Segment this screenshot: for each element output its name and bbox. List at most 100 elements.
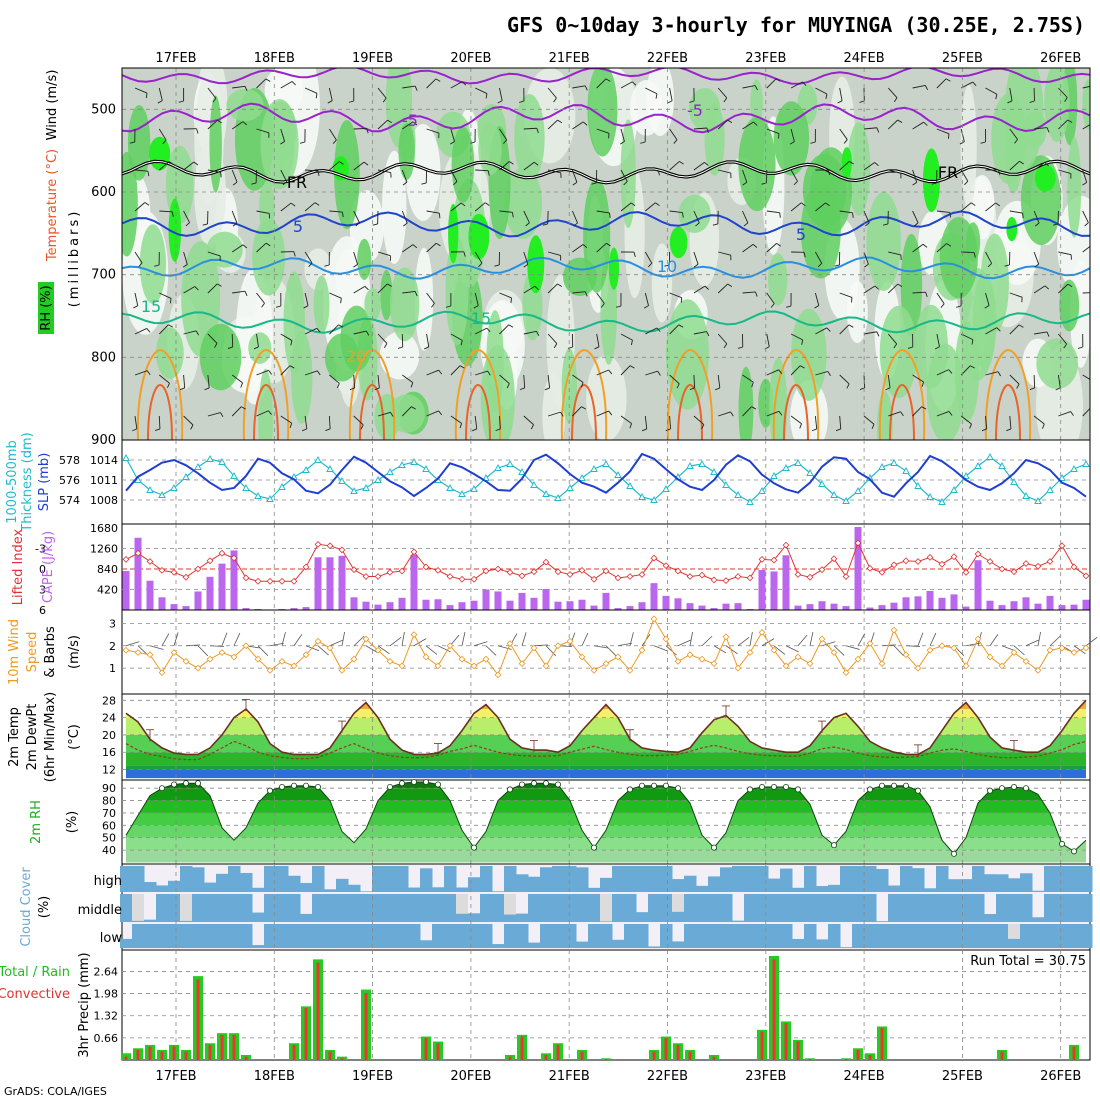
rh-saturated-patch xyxy=(1034,164,1056,192)
wind10-barb xyxy=(221,632,228,646)
cloud-cell xyxy=(384,924,397,948)
cloud-cell xyxy=(228,924,241,948)
wind-barb-flag xyxy=(523,263,529,268)
wind-barb-flag xyxy=(383,343,388,348)
wind-barb-flag xyxy=(144,202,150,206)
wind-barb xyxy=(499,292,512,299)
wind-barb-flag xyxy=(727,283,733,287)
wind-barb-flag xyxy=(630,340,633,346)
wind-barb xyxy=(280,365,291,376)
precip-conv-bar xyxy=(508,1056,512,1060)
wind-barb xyxy=(839,415,842,429)
wind-barb-flag xyxy=(648,262,653,268)
cloud-cell xyxy=(264,894,277,922)
wind-barb xyxy=(231,244,244,253)
precip-tick-label: 1.98 xyxy=(94,988,119,1001)
contour-label: -5 xyxy=(687,101,703,120)
thickness-marker xyxy=(662,484,670,492)
wind-barb xyxy=(402,374,414,384)
wind10-marker xyxy=(914,664,922,672)
rh-marker xyxy=(903,782,910,789)
cloud-cell xyxy=(528,876,541,892)
rh-moist-patch xyxy=(1044,68,1070,142)
cloud-cell xyxy=(660,894,673,922)
wind-barb xyxy=(523,285,536,294)
wind-barb xyxy=(912,291,926,294)
wind-barb-flag xyxy=(1055,387,1061,391)
wind10-marker xyxy=(242,642,250,650)
precip-conv-bar xyxy=(172,1046,176,1060)
cloud-cell xyxy=(1008,878,1021,892)
wind10-barb xyxy=(1001,645,1016,652)
date-label-bottom: 23FEB xyxy=(745,1069,786,1084)
wind-barb-flag xyxy=(212,98,217,103)
wind-barb xyxy=(669,324,680,335)
li-marker xyxy=(398,567,406,575)
wind-barb-flag xyxy=(948,411,953,416)
wind-barb xyxy=(596,242,607,253)
wind-barb-flag xyxy=(1093,244,1097,247)
wind10-marker xyxy=(386,658,394,665)
wind-barb-flag xyxy=(560,411,564,417)
wind10-barb xyxy=(809,631,814,646)
cloud-cell xyxy=(576,894,589,922)
wind-barb-flag xyxy=(922,243,928,248)
rh-saturated-patch xyxy=(841,147,852,178)
wind-barb xyxy=(572,121,584,130)
thickness-marker xyxy=(950,485,958,493)
wind-barb-flag xyxy=(251,182,257,185)
wind-barb xyxy=(329,210,343,213)
cape-bar xyxy=(1082,599,1090,610)
wind-barb-flag xyxy=(244,291,248,296)
date-label-bottom: 24FEB xyxy=(844,1069,885,1084)
wind-barb-flag xyxy=(403,222,408,227)
thickness-marker xyxy=(1034,496,1042,504)
wind-barb xyxy=(1009,128,1018,140)
wind-barb-flag xyxy=(754,85,758,91)
cape-bar xyxy=(1010,601,1018,610)
wind-barb-flag xyxy=(998,169,1001,175)
wind-barb-flag xyxy=(240,382,243,388)
wind-barb-flag xyxy=(487,170,490,176)
wind-barb xyxy=(645,327,658,335)
rh-moist-patch xyxy=(291,330,313,424)
wind-barb-flag xyxy=(1029,100,1035,103)
wind-barb-flag xyxy=(799,365,805,369)
rh-marker xyxy=(386,783,393,790)
wind-barb-flag xyxy=(864,263,869,268)
wind-barb-flag xyxy=(349,387,355,391)
cape-bar xyxy=(998,605,1006,610)
rh-saturated-patch xyxy=(608,247,620,290)
cape-bar xyxy=(806,604,814,610)
wind-barb xyxy=(232,85,246,89)
wind-barb-flag xyxy=(146,328,151,333)
wind10-barb xyxy=(233,632,241,646)
cape-bar xyxy=(158,597,166,610)
wind-barb xyxy=(985,415,988,429)
wind-barb-flag xyxy=(778,411,783,416)
wind-barb-flag xyxy=(641,428,647,432)
rh-marker xyxy=(1011,783,1018,790)
cloud-cell xyxy=(792,887,805,892)
wind10-barb xyxy=(1013,645,1025,656)
wind10-marker xyxy=(482,655,490,663)
wind10-barb xyxy=(821,641,836,647)
wind-barb xyxy=(718,251,731,256)
wind-barb xyxy=(426,210,440,214)
cloud-cell xyxy=(828,884,841,892)
wind-barb-flag xyxy=(580,382,584,388)
cloud-cell xyxy=(504,924,517,948)
wind-barb xyxy=(256,292,265,304)
cloud-cell xyxy=(540,867,553,892)
rh-marker xyxy=(663,782,670,789)
cloud-cell xyxy=(1008,894,1021,922)
wind-barb xyxy=(402,85,416,89)
cloud-cell xyxy=(420,894,433,922)
wind-barb xyxy=(693,415,705,425)
wind-barb xyxy=(693,331,707,335)
wind10-marker xyxy=(890,626,898,634)
wind-barb-flag xyxy=(315,93,318,99)
wind-barb xyxy=(571,210,578,224)
li-marker xyxy=(158,566,166,574)
cape-bar xyxy=(1058,605,1066,610)
